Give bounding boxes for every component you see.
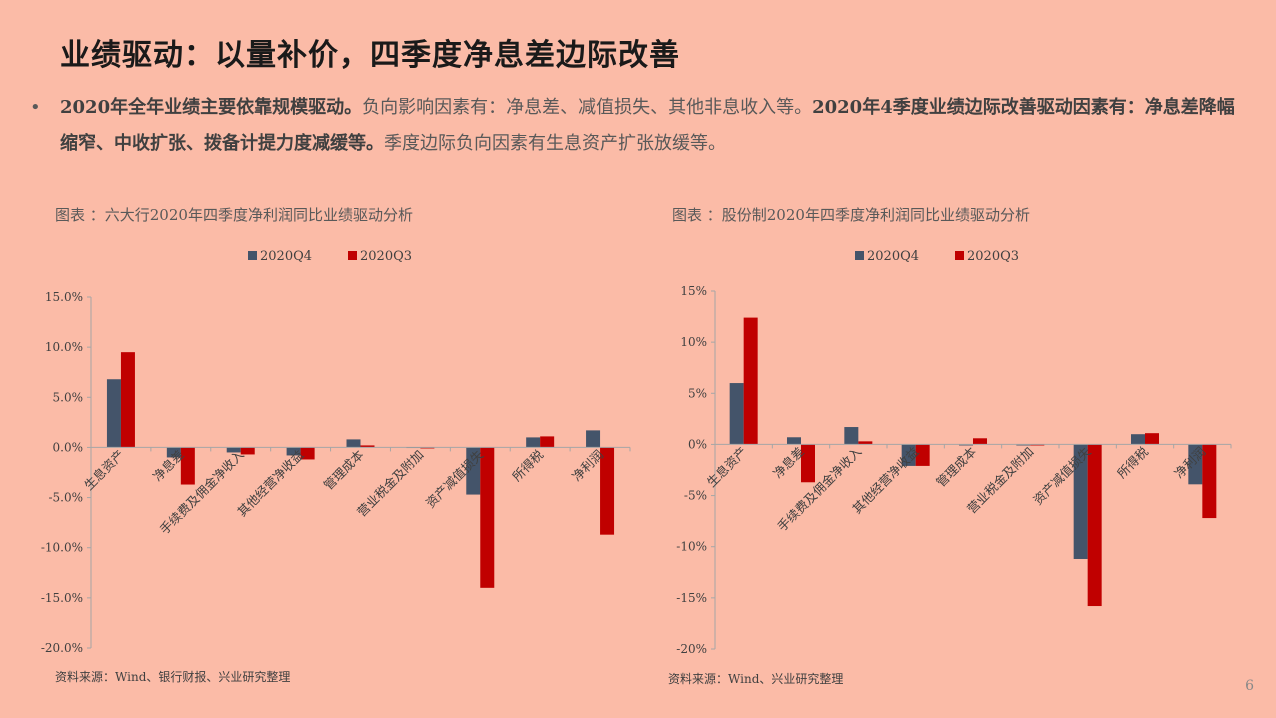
chart-1-bar-2020Q4-2 bbox=[226, 447, 241, 453]
chart-2-ytick-label: -10% bbox=[676, 540, 707, 554]
chart-2-ytick-label: 15% bbox=[680, 284, 707, 298]
bullet-highlight-2: 2020年4季度业绩边际改善驱动因素有：净息差降幅缩窄、中收扩张、拨备计提力度减… bbox=[60, 97, 1235, 154]
chart-2-bar-2020Q4-1 bbox=[787, 437, 801, 445]
chart-1-ytick-label: -5.0% bbox=[48, 491, 83, 505]
chart-2-ytick-label: -20% bbox=[676, 642, 707, 656]
chart-1-caption: 图表 ：六大行2020年四季度净利润同比业绩驱动分析 bbox=[55, 206, 413, 224]
chart-2-ytick-label: 0% bbox=[688, 437, 707, 451]
chart-1-ytick-label: 15.0% bbox=[45, 290, 83, 304]
chart-1-category-label-0: 生息资产 bbox=[81, 447, 127, 493]
chart-2-ytick-label: -15% bbox=[676, 591, 707, 605]
chart-2-bar-2020Q4-0 bbox=[729, 383, 744, 445]
chart-1-bar-2020Q4-4 bbox=[346, 439, 361, 448]
chart-1-bar-2020Q4-3 bbox=[286, 447, 301, 456]
chart-1-legend-label-0: 2020Q4 bbox=[260, 249, 312, 264]
chart-2-bar-2020Q3-6 bbox=[1087, 444, 1102, 607]
chart-1-ytick-label: -15.0% bbox=[41, 591, 83, 605]
chart-2-bar-2020Q3-7 bbox=[1145, 433, 1159, 445]
chart-1-bar-2020Q3-7 bbox=[540, 436, 555, 448]
chart-1-legend-swatch-0 bbox=[248, 251, 257, 260]
chart-2-bar-2020Q3-0 bbox=[743, 317, 758, 445]
chart-2-category-label-7: 所得税 bbox=[1114, 444, 1151, 481]
chart-2-bar-2020Q3-3 bbox=[915, 444, 930, 466]
bullet-highlight-1: 2020年全年业绩主要依靠规模驱动。 bbox=[60, 97, 363, 118]
chart-1-bar-2020Q3-3 bbox=[300, 447, 315, 460]
chart-2-legend-swatch-1 bbox=[955, 251, 964, 260]
chart-1-category-label-4: 管理成本 bbox=[321, 447, 367, 493]
chart-2-bar-2020Q4-4 bbox=[959, 444, 973, 446]
page-number: 6 bbox=[1245, 678, 1254, 694]
chart-1-bar-2020Q3-0 bbox=[120, 352, 135, 448]
chart-2-category-label-4: 管理成本 bbox=[933, 444, 979, 490]
chart-2-bar-2020Q4-7 bbox=[1131, 434, 1145, 445]
chart-2-bar-2020Q4-6 bbox=[1073, 444, 1088, 559]
chart-1-ytick-label: 5.0% bbox=[53, 390, 84, 404]
chart-1-ytick-label: -10.0% bbox=[41, 541, 83, 555]
chart-2-legend-label-0: 2020Q4 bbox=[867, 249, 919, 264]
chart-2-bar-2020Q4-2 bbox=[844, 427, 859, 445]
chart-2-caption: 图表 ：股份制2020年四季度净利润同比业绩驱动分析 bbox=[672, 206, 1030, 224]
chart-1-bar-2020Q3-8 bbox=[600, 447, 615, 535]
chart-2-source: 资料来源：Wind、兴业研究整理 bbox=[668, 672, 844, 686]
chart-1-bar-2020Q4-6 bbox=[466, 447, 481, 495]
chart-1-bar-2020Q4-7 bbox=[526, 437, 541, 448]
chart-1-legend-swatch-1 bbox=[348, 251, 357, 260]
chart-2-legend-swatch-0 bbox=[855, 251, 864, 260]
chart-2-bar-2020Q4-8 bbox=[1188, 444, 1203, 485]
chart-1-source: 资料来源：Wind、银行财报、兴业研究整理 bbox=[55, 670, 291, 684]
chart-2-bar-2020Q3-1 bbox=[801, 444, 815, 483]
chart-2-bar-2020Q4-3 bbox=[901, 444, 916, 466]
chart-2-legend-label-1: 2020Q3 bbox=[967, 249, 1019, 264]
summary-bullet: • 2020年全年业绩主要依靠规模驱动。负向影响因素有：净息差、减值损失、其他非… bbox=[30, 90, 1250, 162]
chart-1-bar-2020Q3-2 bbox=[240, 447, 255, 455]
chart-1-bar-2020Q4-1 bbox=[166, 447, 181, 458]
chart-1-legend-label-1: 2020Q3 bbox=[360, 249, 412, 264]
chart-1-bank-big-six: 2020Q4 2020Q3 15.0% 10.0% 5.0% 0.0% -5.0% -10.0… bbox=[41, 249, 631, 655]
chart-1-bar-2020Q3-5 bbox=[420, 447, 435, 449]
slide-title: 业绩驱动：以量补价，四季度净息差边际改善 bbox=[60, 38, 680, 73]
chart-2-bar-2020Q3-5 bbox=[1030, 444, 1045, 446]
chart-2-bar-2020Q3-2 bbox=[858, 441, 873, 445]
chart-2-joint-stock-banks: 2020Q4 2020Q3 15% 10% 5% 0% -5% -10% -15% -20% 生息资… bbox=[676, 249, 1232, 656]
chart-2-ytick-label: -5% bbox=[684, 489, 707, 503]
chart-1-legend: 2020Q4 2020Q3 bbox=[248, 249, 412, 264]
chart-1-ytick-label: 10.0% bbox=[45, 340, 83, 354]
chart-1-ytick-label: 0.0% bbox=[53, 440, 84, 454]
chart-1-category-label-7: 所得税 bbox=[509, 447, 546, 484]
chart-1-bar-2020Q3-1 bbox=[180, 447, 195, 485]
chart-1-bar-2020Q4-0 bbox=[106, 379, 121, 448]
chart-2-bar-2020Q3-8 bbox=[1202, 444, 1217, 519]
chart-2-category-label-0: 生息资产 bbox=[704, 444, 750, 490]
chart-2-bar-2020Q4-5 bbox=[1016, 444, 1031, 446]
bullet-text-1: 负向影响因素有：净息差、减值损失、其他非息收入等。 bbox=[362, 97, 813, 118]
chart-1-bar-2020Q3-4 bbox=[360, 445, 375, 448]
chart-1-bar-2020Q3-6 bbox=[480, 447, 495, 588]
chart-1-bar-2020Q4-8 bbox=[586, 430, 601, 448]
chart-2-ytick-label: 5% bbox=[688, 386, 707, 400]
chart-1-ytick-label: -20.0% bbox=[41, 641, 83, 655]
chart-2-ytick-label: 10% bbox=[680, 335, 707, 349]
bullet-marker: • bbox=[30, 97, 41, 118]
bullet-text-2: 季度边际负向因素有生息资产扩张放缓等。 bbox=[384, 133, 726, 154]
chart-2-bar-2020Q3-4 bbox=[973, 438, 987, 445]
chart-2-legend: 2020Q4 2020Q3 bbox=[855, 249, 1019, 264]
